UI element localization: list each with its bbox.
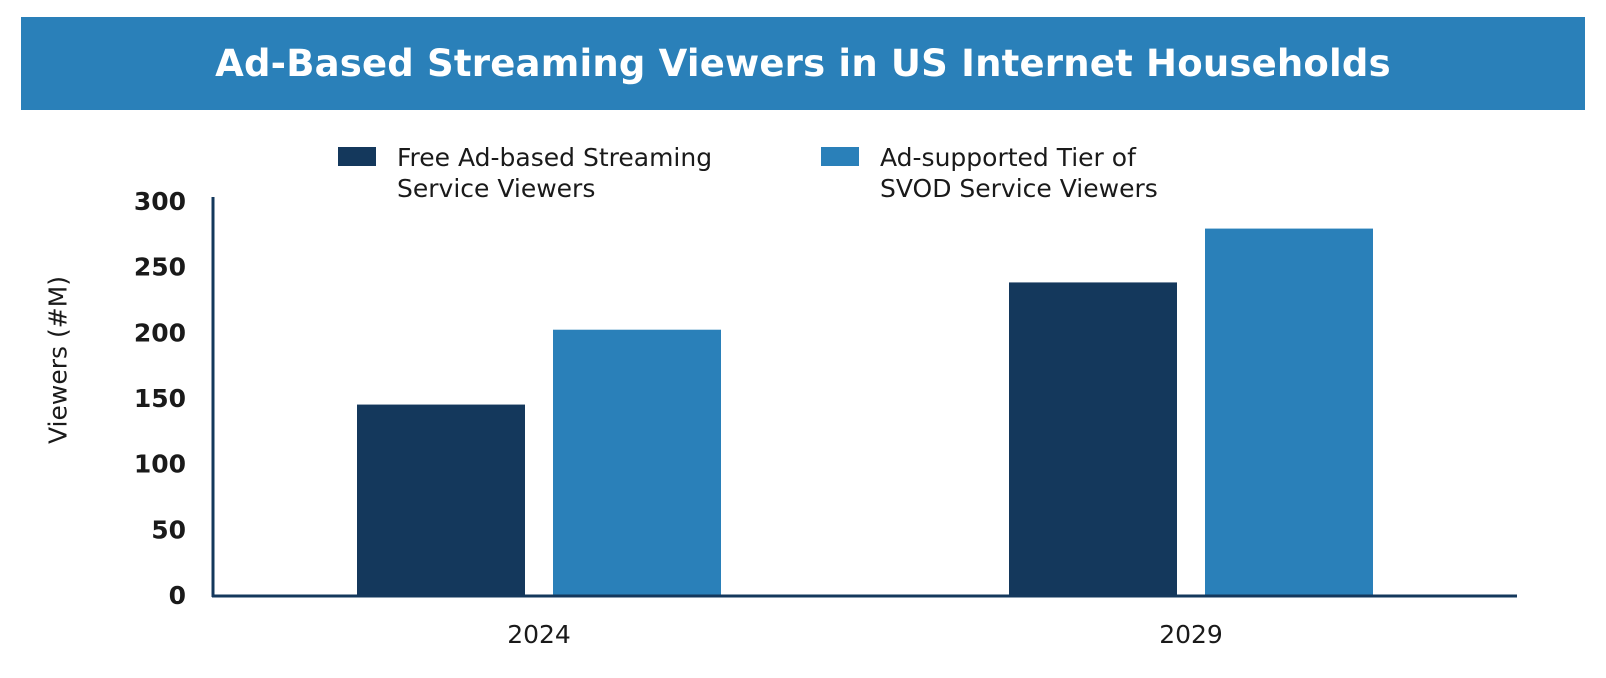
legend-swatch-free-ad-based bbox=[338, 147, 376, 166]
y-tick-label-250: 250 bbox=[134, 253, 186, 282]
legend-label-ad-supported-svod-line1: Ad-supported Tier of bbox=[880, 143, 1136, 172]
legend-label-ad-supported-svod-line2: SVOD Service Viewers bbox=[880, 174, 1158, 203]
legend-label-free-ad-based-line2: Service Viewers bbox=[397, 174, 596, 203]
chart-title: Ad-Based Streaming Viewers in US Interne… bbox=[215, 42, 1391, 85]
legend-label-free-ad-based: Free Ad-based Streaming Service Viewers bbox=[397, 142, 777, 204]
x-categories-group: 2024 2029 bbox=[507, 620, 1223, 649]
y-ticks-group: 0 50 100 150 200 250 300 bbox=[134, 187, 186, 610]
legend-label-free-ad-based-line1: Free Ad-based Streaming bbox=[397, 143, 713, 172]
legend-label-ad-supported-svod: Ad-supported Tier of SVOD Service Viewer… bbox=[880, 142, 1260, 204]
y-tick-label-100: 100 bbox=[134, 450, 186, 479]
x-category-label-2024: 2024 bbox=[507, 620, 571, 649]
bar-2024-series-1 bbox=[357, 404, 525, 595]
x-category-label-2029: 2029 bbox=[1159, 620, 1223, 649]
y-tick-label-300: 300 bbox=[134, 187, 186, 216]
bar-2029-series-1 bbox=[1009, 282, 1177, 595]
chart-title-banner: Ad-Based Streaming Viewers in US Interne… bbox=[21, 17, 1585, 110]
y-tick-label-50: 50 bbox=[151, 515, 186, 544]
y-tick-label-0: 0 bbox=[169, 581, 186, 610]
y-tick-label-200: 200 bbox=[134, 318, 186, 347]
legend-swatch-ad-supported-svod bbox=[821, 147, 859, 166]
bars-group bbox=[357, 228, 1373, 595]
bar-2024-series-2 bbox=[553, 329, 721, 595]
y-tick-label-150: 150 bbox=[134, 384, 186, 413]
bar-2029-series-2 bbox=[1205, 228, 1373, 595]
